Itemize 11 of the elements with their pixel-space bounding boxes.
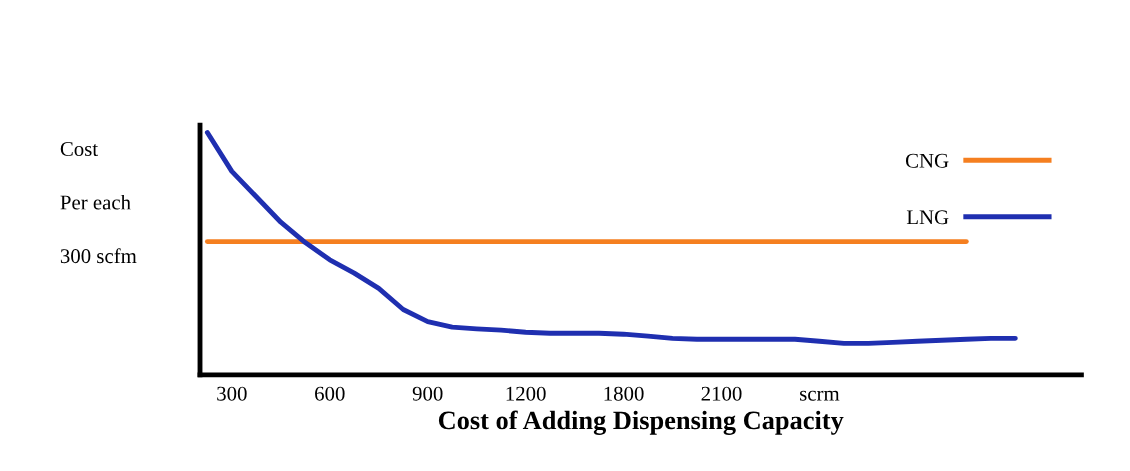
legend-label: CNG (905, 153, 949, 168)
legend-label: LNG (906, 210, 949, 225)
x-tick-label: 1800 (604, 386, 644, 401)
x-tick-label: 600 (315, 386, 345, 401)
x-tick-label: 2100 (701, 386, 742, 401)
x-tick-label: 300 (217, 386, 247, 401)
text: Cost Per each 300 scfm (60, 141, 137, 264)
x-tick-label: scrm (800, 390, 840, 401)
x-tick-label: 900 (412, 386, 443, 401)
x-tick-label: 1200 (506, 386, 546, 401)
x-axis-title: Cost of Adding Dispensing Capacity (438, 410, 844, 435)
